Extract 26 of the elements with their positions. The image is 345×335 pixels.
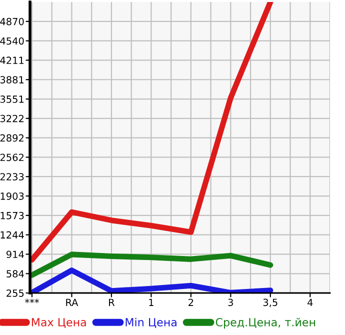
x-tick-label: 3 [228,298,233,306]
y-tick-label: 914 [6,250,24,258]
y-tick-label: 3551 [0,96,24,103]
x-tick-label: 4 [308,298,313,306]
x-tick-label: *** [24,298,39,304]
y-tick-label: 1573 [0,212,24,220]
y-tick-label: 4540 [0,37,24,45]
y-tick-label: 584 [6,270,24,278]
y-tick-label: 4211 [0,56,24,64]
y-tick-label: 1244 [0,231,24,238]
legend-label: Max Цена [32,318,86,328]
x-tick-label: 1 [149,298,154,306]
y-tick-label: 2892 [0,134,24,142]
x-tick-label: 3,5 [263,298,278,308]
x-tick-label: R [109,298,115,306]
x-tick-label: RA [66,298,78,306]
y-tick-label: 2562 [0,154,24,162]
legend-label: Min Цена [126,318,176,328]
y-tick-label: 2233 [0,173,24,180]
x-tick-label: 2 [188,298,194,306]
y-tick-label: 1903 [0,192,24,200]
y-tick-label: 3881 [0,76,24,84]
y-tick-label: 4870 [0,18,24,26]
legend-label: Сред.Цена, т.йен [216,318,316,329]
y-tick-label: 255 [6,289,24,297]
y-tick-label: 3222 [0,114,24,122]
